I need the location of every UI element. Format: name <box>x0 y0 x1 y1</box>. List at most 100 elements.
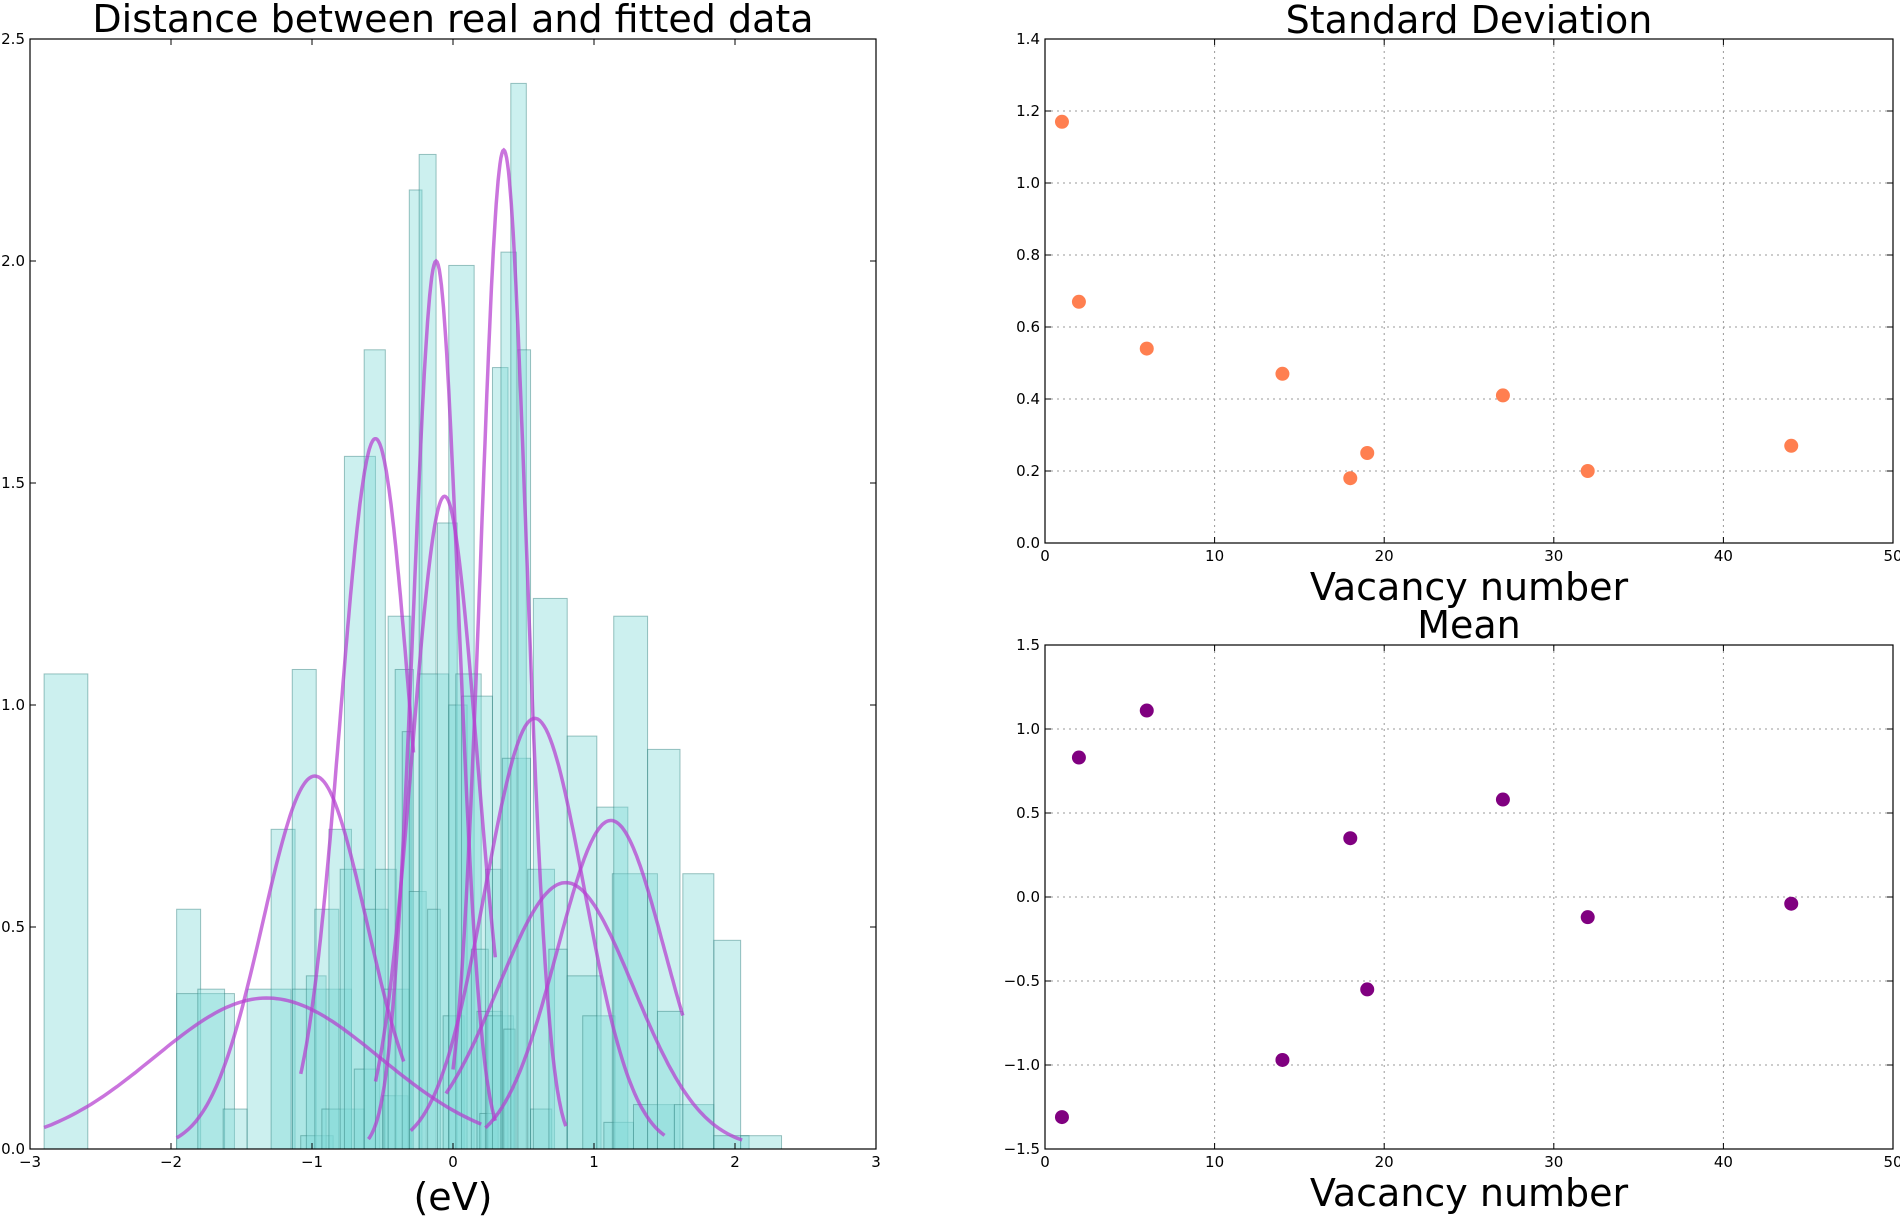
histogram-bar <box>682 873 715 1150</box>
std-point <box>1139 341 1154 356</box>
std-y-tick-label: 0.6 <box>1016 318 1040 336</box>
std-point <box>1784 438 1799 453</box>
std-point <box>1580 464 1595 478</box>
histogram-y-tick-label: 1.0 <box>1 696 25 714</box>
gaussian-fit-curve <box>367 258 497 1141</box>
std-x-tick-label: 10 <box>1205 547 1224 565</box>
histogram-y-tick-label: 2.5 <box>1 30 25 48</box>
std-point <box>1343 471 1358 486</box>
std-y-tick-label: 1.2 <box>1016 102 1040 120</box>
histogram-bar <box>382 1095 409 1150</box>
std-points <box>1054 114 1799 486</box>
std-y-tick-label: 0.2 <box>1016 462 1040 480</box>
mean-y-tick-label: −1.5 <box>1004 1140 1040 1158</box>
std-point <box>1275 366 1290 381</box>
mean-y-tick-label: 1.0 <box>1016 720 1040 738</box>
mean-x-tick-label: 0 <box>1040 1153 1050 1171</box>
histogram-y-tick-label: 0.5 <box>1 918 25 936</box>
histogram-x-tick-label: 1 <box>589 1153 599 1171</box>
std-point <box>1360 446 1375 460</box>
std-point <box>1054 114 1069 129</box>
std-x-tick-label: 20 <box>1375 547 1394 565</box>
mean-point <box>1139 703 1154 718</box>
histogram-bar <box>43 673 89 1150</box>
histogram-bar <box>222 1108 248 1150</box>
gaussian-fit-curve <box>298 436 416 1075</box>
histogram-x-tick-label: −1 <box>301 1153 323 1171</box>
histogram-title: Distance between real and fitted data <box>92 0 813 41</box>
std-frame <box>1044 38 1894 544</box>
histogram-x-tick-label: −3 <box>19 1153 41 1171</box>
mean-y-tick-label: −0.5 <box>1004 972 1040 990</box>
histogram-bar <box>501 757 532 1150</box>
std-x-tick-label: 30 <box>1544 547 1563 565</box>
mean-panel: Mean 0 10 20 30 40 50 −1.5 −1.0 −0.5 0.0 0.5 1.0 1.5… <box>1004 603 1900 1215</box>
mean-x-tick-label: 20 <box>1375 1153 1394 1171</box>
gaussian-fit-curve <box>175 774 406 1140</box>
mean-point <box>1071 750 1086 765</box>
histogram-y-tick-label: 0.0 <box>1 1140 25 1158</box>
std-y-tick-label: 0.4 <box>1016 390 1040 408</box>
std-y-tick-label: 1.0 <box>1016 174 1040 192</box>
histogram-x-label: (eV) <box>413 1175 492 1218</box>
histogram-x-tick-label: 3 <box>871 1153 881 1171</box>
mean-x-label: Vacancy number <box>1310 1171 1629 1215</box>
mean-x-tick-label: 40 <box>1714 1153 1733 1171</box>
std-y-tick-label: 1.4 <box>1016 30 1040 48</box>
histogram-bar <box>713 939 742 1150</box>
mean-grid <box>1045 645 1893 1149</box>
histogram-x-tick-label: 0 <box>448 1153 458 1171</box>
histogram-y-tick-label: 2.0 <box>1 252 25 270</box>
gaussian-fit-curve <box>43 996 482 1130</box>
mean-points <box>1054 703 1799 1125</box>
std-ticks: 0 10 20 30 40 50 0.0 0.2 0.4 0.6 0.8 1.0 1.2 1.4 <box>1016 30 1900 565</box>
histogram-bar <box>611 873 658 1150</box>
std-point <box>1071 294 1086 309</box>
std-x-tick-label: 50 <box>1883 547 1900 565</box>
histogram-bars <box>43 82 783 1150</box>
mean-point <box>1495 792 1510 807</box>
mean-title: Mean <box>1417 603 1521 647</box>
mean-x-tick-label: 10 <box>1205 1153 1224 1171</box>
mean-y-tick-label: 0.5 <box>1016 804 1040 822</box>
histogram-x-tick-label: 2 <box>730 1153 740 1171</box>
mean-x-tick-label: 30 <box>1544 1153 1563 1171</box>
histogram-bar <box>613 615 649 1150</box>
gaussian-fit-curve <box>444 880 743 1142</box>
mean-point <box>1360 982 1375 997</box>
std-grid <box>1045 39 1893 543</box>
mean-y-tick-label: 1.5 <box>1016 636 1040 654</box>
std-y-tick-label: 0.0 <box>1016 534 1040 552</box>
histogram-ticks: −3 −2 −1 0 1 2 3 0.0 0.5 1.0 1.5 2.0 2.5 <box>1 30 881 1171</box>
mean-ticks: 0 10 20 30 40 50 −1.5 −1.0 −0.5 0.0 0.5 1.0 1.5 <box>1004 636 1900 1171</box>
mean-x-tick-label: 50 <box>1883 1153 1900 1171</box>
std-x-tick-label: 40 <box>1714 547 1733 565</box>
mean-y-tick-label: 0.0 <box>1016 888 1040 906</box>
std-point <box>1495 388 1510 403</box>
histogram-bar <box>197 988 226 1150</box>
mean-point <box>1054 1110 1069 1125</box>
histogram-bar <box>246 988 292 1150</box>
std-x-label: Vacancy number <box>1310 565 1629 609</box>
mean-point <box>1580 910 1595 925</box>
histogram-bar <box>582 1015 616 1150</box>
histogram-bar <box>647 748 681 1150</box>
mean-point <box>1275 1052 1290 1067</box>
std-x-tick-label: 0 <box>1040 547 1050 565</box>
histogram-y-tick-label: 1.5 <box>1 474 25 492</box>
gaussian-fit-curve <box>484 818 685 1130</box>
histogram-bar <box>353 1068 381 1150</box>
std-y-tick-label: 0.8 <box>1016 246 1040 264</box>
histogram-x-tick-label: −2 <box>160 1153 182 1171</box>
histogram-panel: Distance between real and fitted data −3… <box>1 0 881 1218</box>
histogram-bar <box>566 735 598 1150</box>
std-panel: Standard Deviation 0 10 20 30 40 500.00.20.40… <box>1016 0 1900 609</box>
mean-point <box>1343 831 1358 846</box>
mean-y-tick-label: −1.0 <box>1004 1056 1040 1074</box>
gaussian-fit-curve <box>409 716 666 1137</box>
std-title: Standard Deviation <box>1286 0 1653 42</box>
histogram-bar <box>740 1135 783 1150</box>
gaussian-curves <box>43 147 743 1142</box>
mean-point <box>1784 896 1799 911</box>
